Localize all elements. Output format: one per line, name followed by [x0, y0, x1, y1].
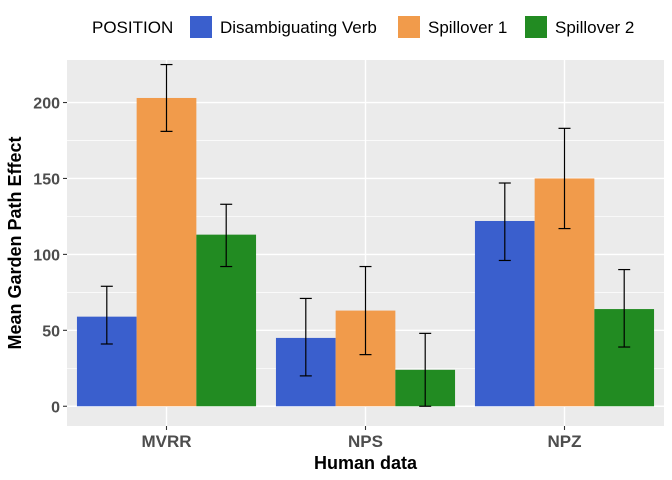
legend-item: Spillover 2	[525, 16, 634, 38]
x-axis-title: Human data	[314, 453, 418, 473]
y-tick-label: 100	[33, 247, 60, 264]
error-bar	[299, 297, 312, 377]
y-axis-title: Mean Garden Path Effect	[5, 136, 25, 349]
legend-swatch	[525, 16, 547, 38]
error-bar	[419, 332, 432, 407]
bar	[136, 97, 197, 407]
legend-label: Spillover 2	[555, 18, 634, 37]
legend-items: Disambiguating Verb Spillover 1 Spillover …	[190, 16, 634, 38]
legend-item: Spillover 1	[398, 16, 507, 38]
error-bar	[359, 265, 372, 356]
legend-label: Spillover 1	[428, 18, 507, 37]
y-tick-label: 50	[42, 323, 60, 340]
y-tick-label: 200	[33, 96, 60, 113]
legend-label: Disambiguating Verb	[220, 18, 377, 37]
x-tick-label: NPS	[348, 432, 383, 451]
y-tick-label: 150	[33, 171, 60, 188]
error-bar	[498, 182, 511, 262]
x-axis: MVRR NPS NPZ	[141, 426, 582, 451]
legend: POSITION Disambiguating Verb Spillover 1 S…	[92, 16, 634, 38]
y-axis: 0 50 100 150 200	[33, 96, 67, 416]
error-bar	[220, 203, 233, 268]
legend-title: POSITION	[92, 18, 173, 37]
x-tick-label: MVRR	[141, 432, 191, 451]
error-bars	[100, 63, 631, 407]
y-tick-label: 0	[51, 399, 60, 416]
error-bar	[558, 127, 571, 230]
error-bar	[160, 63, 173, 132]
error-bar	[100, 285, 113, 345]
legend-swatch	[398, 16, 420, 38]
error-bar	[618, 268, 631, 348]
x-tick-label: NPZ	[548, 432, 582, 451]
legend-item: Disambiguating Verb	[190, 16, 377, 38]
legend-swatch	[190, 16, 212, 38]
